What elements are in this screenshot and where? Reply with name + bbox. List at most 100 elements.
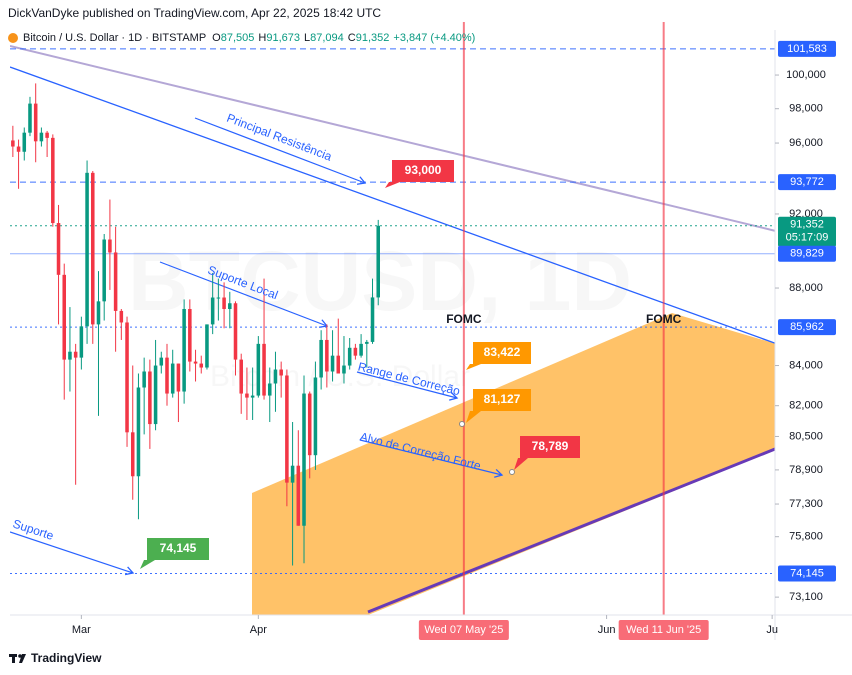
price-tag-label: 91,352 <box>790 219 824 231</box>
candle-body <box>250 395 255 398</box>
candle-body <box>96 301 101 325</box>
x-tick-label: Mar <box>72 624 91 636</box>
ohlc-value: 87,505 <box>220 32 255 44</box>
candle-body <box>33 103 38 142</box>
watermark: BTCUSD, 1D <box>128 234 632 328</box>
candle-body <box>85 172 89 327</box>
candle-body <box>233 303 238 360</box>
candle-body <box>279 369 283 376</box>
candle-body <box>342 365 346 374</box>
resistance-line <box>10 45 775 232</box>
footer: TradingView <box>31 651 102 665</box>
price-tag <box>778 565 836 582</box>
price-tag <box>778 40 836 57</box>
legend: Bitcoin / U.S. Dollar · 1D · BITSTAMP O8… <box>8 32 479 44</box>
y-tick-label: 73,100 <box>789 591 823 603</box>
candle-body <box>170 363 175 394</box>
arrow <box>159 261 329 328</box>
candle-body <box>319 339 323 378</box>
callout-box <box>466 389 531 423</box>
candle-body <box>302 393 306 526</box>
candle-body <box>102 239 106 302</box>
arrow <box>10 531 135 576</box>
price-tag-label: 89,829 <box>790 248 824 260</box>
candle-body <box>11 140 15 147</box>
candle-body <box>62 274 67 360</box>
candle-body <box>56 223 61 275</box>
candles <box>11 83 380 566</box>
price-tag-label: 74,145 <box>790 567 824 579</box>
date-tag-label: Wed 07 May '25 <box>424 624 503 636</box>
candle-body <box>51 137 55 224</box>
date-tag <box>618 620 709 640</box>
arrow <box>356 371 459 401</box>
candle-body <box>307 393 312 456</box>
candle-body <box>285 375 289 483</box>
x-tick-label: Jun <box>598 624 616 636</box>
x-tick-label: Ju <box>766 624 778 636</box>
drawing-text: Principal Resistência <box>225 111 334 164</box>
callout-box <box>514 436 580 470</box>
candle-body <box>228 303 232 309</box>
candle-body <box>113 252 118 311</box>
symbol: Bitcoin / U.S. Dollar · 1D · BITSTAMP <box>23 32 207 44</box>
y-tick-label: 84,000 <box>789 359 823 371</box>
candle-body <box>336 355 341 374</box>
channel-bottom <box>367 447 775 614</box>
axes: 73,100 75,800 77,300 78,900 80,500 82,000 84,0… <box>72 40 836 640</box>
downtrend-line <box>10 66 775 344</box>
candle-body <box>370 297 375 342</box>
ohlc-value: 91,673 <box>266 32 300 44</box>
candle-body <box>359 343 363 356</box>
candle-body <box>210 297 215 325</box>
ohlc-key: C <box>347 32 356 44</box>
callout-box <box>385 160 454 188</box>
candle-body <box>376 225 380 298</box>
callout-point <box>509 469 515 475</box>
price-tag <box>778 174 836 191</box>
candle-body <box>165 357 169 394</box>
callout: 83,422 <box>484 345 521 359</box>
candle-body <box>39 132 44 142</box>
candle-body <box>273 369 278 384</box>
candle-body <box>347 347 352 366</box>
event-label: FOMC <box>446 312 482 326</box>
callout: 93,000 <box>405 163 442 177</box>
correction-channel <box>252 313 775 615</box>
candle-body <box>239 359 243 394</box>
ohlc-value: 91,352 <box>355 32 390 44</box>
candle-body <box>267 383 272 396</box>
candle-body <box>193 361 198 364</box>
candle-body <box>330 355 335 372</box>
logo <box>9 654 26 663</box>
candle-body <box>325 339 329 372</box>
candle-body <box>256 343 261 396</box>
arrow <box>359 439 504 478</box>
candle-body <box>182 308 186 392</box>
y-tick-label: 78,900 <box>789 464 823 476</box>
publisher-line: DickVanDyke published on TradingView.com… <box>8 6 381 20</box>
drawings <box>10 45 775 615</box>
ohlc: O87,505 H91,673 L87,094 C91,352 <box>212 32 393 44</box>
event-label: FOMC <box>646 312 682 326</box>
candle-body <box>119 310 124 323</box>
price-tag <box>778 216 836 247</box>
candle-body <box>313 377 318 456</box>
price-tag-label: 101,583 <box>787 43 827 55</box>
candle-body <box>365 341 369 344</box>
price-tag-label: 93,772 <box>790 176 824 188</box>
candle-body <box>205 324 209 368</box>
y-tick-label: 88,000 <box>789 282 823 294</box>
candle-body <box>245 393 249 398</box>
price-tag <box>778 245 836 262</box>
ohlc-key: L <box>304 32 311 44</box>
candle-body <box>176 363 181 392</box>
y-tick-label: 80,500 <box>789 430 823 442</box>
candle-body <box>296 465 301 526</box>
price-tag <box>778 319 836 336</box>
price-tag-countdown: 05:17:09 <box>786 232 829 244</box>
candle-body <box>130 432 135 477</box>
candle-body <box>153 365 158 425</box>
candle-body <box>142 371 146 388</box>
